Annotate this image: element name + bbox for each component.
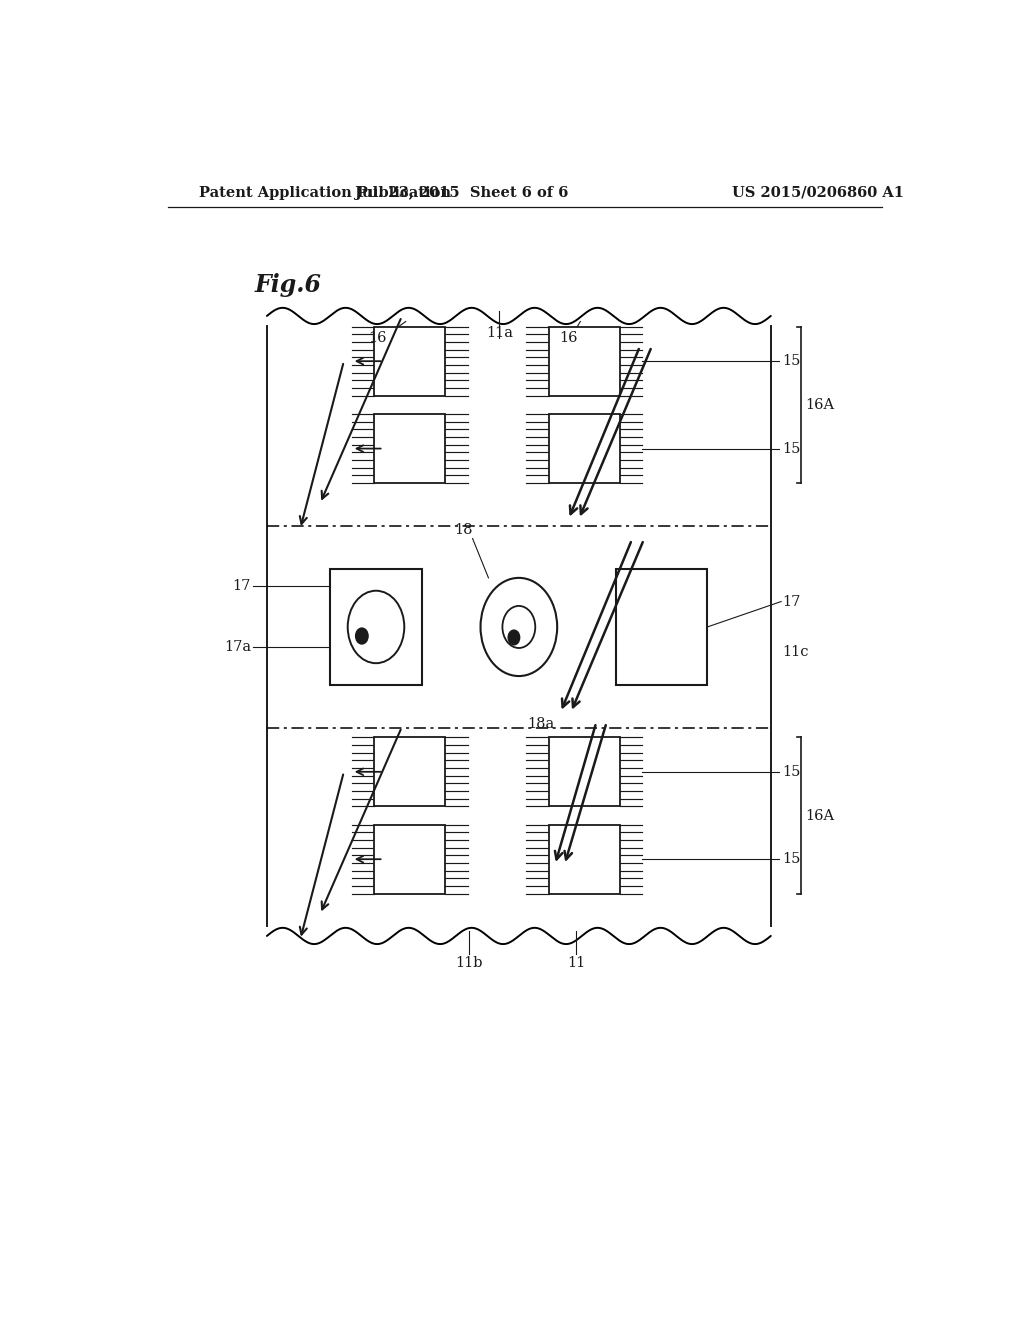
Text: US 2015/0206860 A1: US 2015/0206860 A1 [732, 186, 904, 199]
Text: Jul. 23, 2015  Sheet 6 of 6: Jul. 23, 2015 Sheet 6 of 6 [354, 186, 568, 199]
Bar [374, 326, 445, 396]
Text: 16: 16 [559, 331, 578, 346]
Text: 15: 15 [782, 764, 801, 779]
Text: 18a: 18a [526, 718, 554, 731]
Bar [374, 414, 445, 483]
Bar [616, 569, 708, 685]
Text: 15: 15 [782, 354, 801, 368]
Circle shape [508, 630, 519, 645]
Bar [549, 326, 620, 396]
Text: 17: 17 [232, 579, 251, 593]
Bar [549, 738, 620, 807]
Text: 15: 15 [782, 442, 801, 455]
Text: 15: 15 [782, 853, 801, 866]
Text: 17a: 17a [224, 640, 251, 655]
Text: Fig.6: Fig.6 [255, 273, 322, 297]
Text: 11: 11 [567, 956, 586, 970]
Bar [549, 414, 620, 483]
Text: 11a: 11a [486, 326, 513, 341]
Bar [331, 569, 422, 685]
Text: 16A: 16A [805, 397, 835, 412]
Text: 18: 18 [454, 523, 473, 536]
Text: 16: 16 [369, 331, 387, 346]
Text: 17: 17 [782, 594, 801, 609]
Bar [374, 738, 445, 807]
Bar [374, 825, 445, 894]
Text: 16A: 16A [805, 809, 835, 822]
Text: Patent Application Publication: Patent Application Publication [200, 186, 452, 199]
Circle shape [355, 628, 368, 644]
Text: 11b: 11b [456, 956, 483, 970]
Text: 11c: 11c [782, 645, 809, 660]
Bar [549, 825, 620, 894]
